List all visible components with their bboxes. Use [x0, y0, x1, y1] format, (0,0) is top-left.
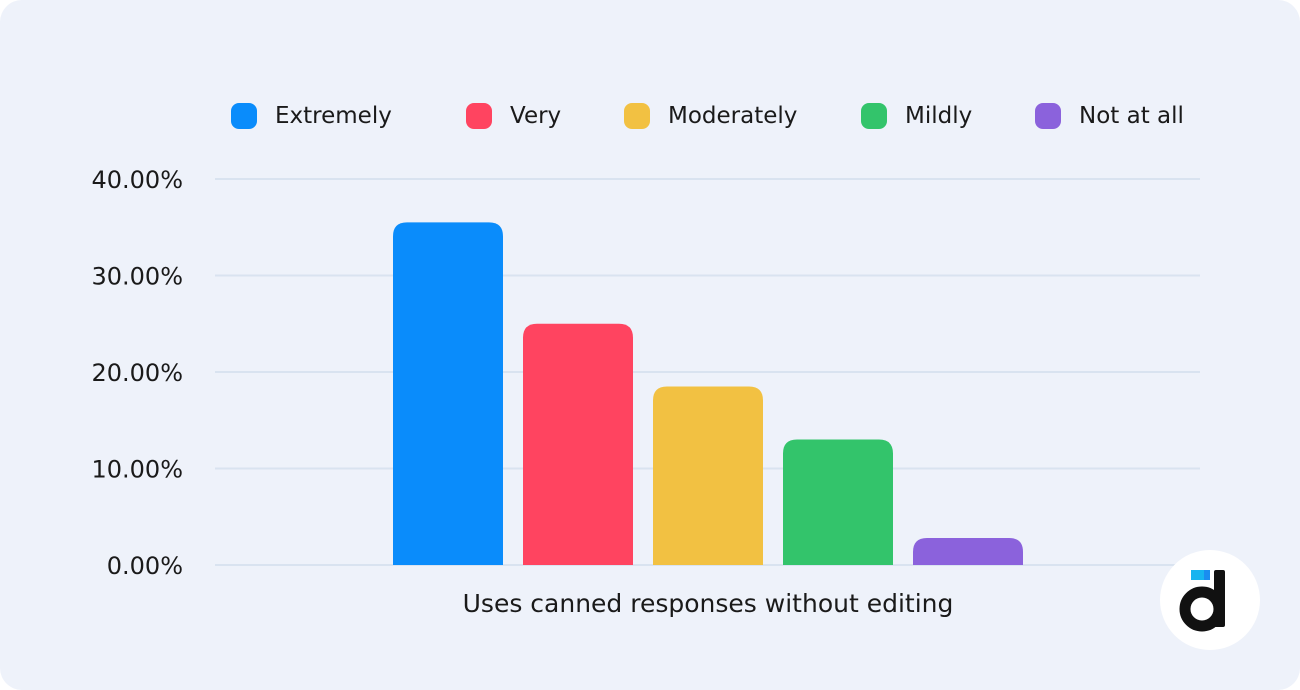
- x-axis-label: Uses canned responses without editing: [463, 589, 954, 618]
- bars: [393, 222, 1023, 566]
- legend-label-extremely: Extremely: [275, 103, 392, 129]
- legend-label-mildly: Mildly: [905, 103, 973, 129]
- y-tick-label: 20.00%: [91, 359, 183, 387]
- logo-glyph: [1179, 570, 1225, 632]
- legend-label-very: Very: [510, 103, 562, 129]
- legend-item-very: Very: [466, 96, 561, 136]
- bar-very: [523, 323, 633, 565]
- y-tick-label: 30.00%: [91, 263, 183, 291]
- legend-swatch-moderately: [624, 103, 650, 129]
- y-tick-label: 40.00%: [91, 166, 183, 194]
- y-axis-ticks: 0.00% 10.00% 20.00% 30.00% 40.00%: [91, 166, 183, 580]
- y-tick-label: 10.00%: [91, 456, 183, 484]
- legend-swatch-not-at-all: [1035, 103, 1061, 129]
- devrev-d-logo-icon: [1160, 550, 1260, 650]
- legend-item-mildly: Mildly: [861, 96, 972, 136]
- legend-swatch-mildly: [861, 103, 887, 129]
- y-tick-label: 0.00%: [107, 552, 183, 580]
- legend-label-moderately: Moderately: [668, 103, 798, 129]
- legend-item-not-at-all: Not at all: [1035, 96, 1184, 136]
- bar-mildly: [783, 439, 893, 565]
- bar-extremely: [393, 222, 503, 566]
- chart-legend: Extremely Very Moderately Mildly Not at …: [0, 96, 1300, 136]
- legend-item-extremely: Extremely: [231, 96, 392, 136]
- legend-swatch-very: [466, 103, 492, 129]
- bar-not-at-all: [913, 537, 1023, 565]
- legend-item-moderately: Moderately: [624, 96, 797, 136]
- legend-label-not-at-all: Not at all: [1079, 103, 1184, 129]
- bar-moderately: [653, 386, 763, 565]
- legend-swatch-extremely: [231, 103, 257, 129]
